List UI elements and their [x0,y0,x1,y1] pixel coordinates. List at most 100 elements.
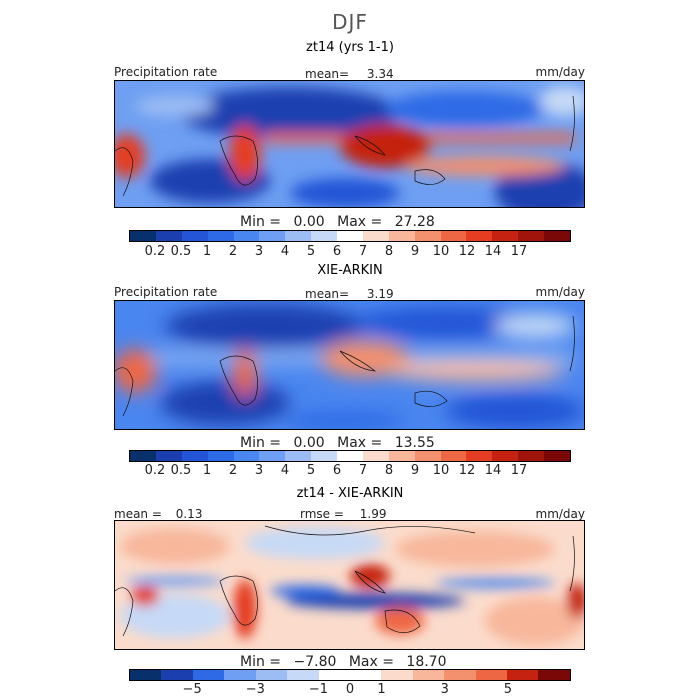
colorbar-tick-label: 1 [202,244,212,259]
panel2-title: XIE-ARKIN [317,263,383,278]
panel1-min-value: 0.00 [293,214,325,230]
colorbar-segment [388,451,415,461]
colorbar-segment [192,670,225,680]
colorbar-tick-label: 4 [280,463,290,478]
panel2-mean: mean= 3.19 [305,287,394,301]
panel2-variable: Precipitation rate [114,285,218,299]
colorbar-segment [466,451,493,461]
colorbar-segment [285,451,312,461]
colorbar-segment [440,231,467,241]
colorbar-segment [130,231,156,241]
colorbar-tick-label: 3 [254,244,264,259]
colorbar-tick-label: 0.2 [144,463,166,478]
colorbar-segment [130,451,156,461]
colorbar-tick-label: −1 [308,682,329,697]
colorbar-segment [311,451,337,461]
panel1-minmax: Min = 0.00 Max = 27.28 [240,214,435,230]
panel2-mean-value: 3.19 [366,287,394,301]
colorbar-tick-label: 6 [332,463,342,478]
panel1-mean: mean= 3.34 [305,67,394,81]
colorbar-tick-label: 3 [254,463,264,478]
panel1-colorbar-ticks: 0.2 0.5 1 2 3 4 5 6 7 8 9 10 12 14 17 [129,244,571,260]
colorbar-tick-label: 0.5 [170,463,192,478]
colorbar-segment [381,670,413,680]
panel3-mean-label: mean = [114,507,162,521]
colorbar-tick-label: 17 [510,463,528,478]
colorbar-segment [475,670,508,680]
colorbar-tick-label: 8 [384,463,394,478]
colorbar-segment [518,451,544,461]
panel2-min-label: Min = [240,435,282,451]
colorbar-tick-label: −5 [182,682,202,697]
colorbar-tick-label: 7 [358,463,368,478]
figure-title: DJF [332,10,368,34]
colorbar-segment [349,670,382,680]
panel3-mean-value: 0.13 [175,507,203,521]
colorbar-segment [181,451,208,461]
panel2-colorbar [129,450,571,462]
colorbar-segment [492,231,519,241]
colorbar-segment [224,670,256,680]
panel1-max-label: Max = [337,214,383,230]
colorbar-segment [544,451,570,461]
colorbar-segment [255,670,288,680]
colorbar-segment [538,670,570,680]
colorbar-tick-label: 14 [484,244,502,259]
panel1-map [114,80,585,208]
colorbar-segment [287,670,319,680]
colorbar-segment [466,231,493,241]
colorbar-tick-label: 9 [410,244,420,259]
panel3-title: zt14 - XIE-ARKIN [296,486,404,501]
panel3-units: mm/day [535,507,586,521]
panel1-title: zt14 (yrs 1-1) [306,40,394,55]
colorbar-tick-label: 12 [458,244,476,259]
panel3-colorbar [129,669,571,681]
colorbar-segment [444,670,476,680]
colorbar-tick-label: 4 [280,244,290,259]
colorbar-segment [207,231,234,241]
colorbar-tick-label: 5 [503,682,512,697]
panel3-map [114,520,585,650]
panel3-minmax: Min = −7.80 Max = 18.70 [240,654,447,670]
colorbar-segment [155,451,182,461]
panel2-min-value: 0.00 [293,435,325,451]
panel2-mean-label: mean= [305,287,350,301]
panel3-max-value: 18.70 [406,654,447,670]
colorbar-segment [259,451,286,461]
panel1-mean-label: mean= [305,67,350,81]
panel3-min-value: −7.80 [293,654,337,670]
panel2-max-label: Max = [337,435,383,451]
colorbar-segment [507,670,539,680]
panel3-rmse: rmse = 1.99 [300,507,386,521]
panel3-min-label: Min = [240,654,282,670]
colorbar-tick-label: 8 [384,244,394,259]
colorbar-tick-label: 1 [377,682,386,697]
colorbar-tick-label: 6 [332,244,342,259]
panel2-minmax: Min = 0.00 Max = 13.55 [240,435,435,451]
colorbar-segment [233,451,260,461]
colorbar-segment [412,670,445,680]
colorbar-segment [337,231,363,241]
colorbar-tick-label: 14 [484,463,502,478]
panel3-mean: mean = 0.13 [114,507,202,521]
panel1-colorbar [129,230,571,242]
panel2-max-value: 13.55 [394,435,435,451]
colorbar-tick-label: 1 [202,463,212,478]
panel2-map [114,300,585,430]
colorbar-tick-label: 10 [432,244,450,259]
panel1-max-value: 27.28 [394,214,435,230]
colorbar-segment [181,231,208,241]
colorbar-tick-label: 0.5 [170,244,192,259]
panel2-field [115,301,584,429]
colorbar-segment [233,231,260,241]
colorbar-segment [518,231,544,241]
colorbar-tick-label: 7 [358,244,368,259]
colorbar-segment [362,451,389,461]
colorbar-segment [414,231,441,241]
colorbar-tick-label: −3 [245,682,265,697]
panel1-variable: Precipitation rate [114,65,218,79]
colorbar-tick-label: 2 [228,463,238,478]
colorbar-segment [161,670,193,680]
panel3-rmse-value: 1.99 [359,507,387,521]
colorbar-segment [130,670,162,680]
